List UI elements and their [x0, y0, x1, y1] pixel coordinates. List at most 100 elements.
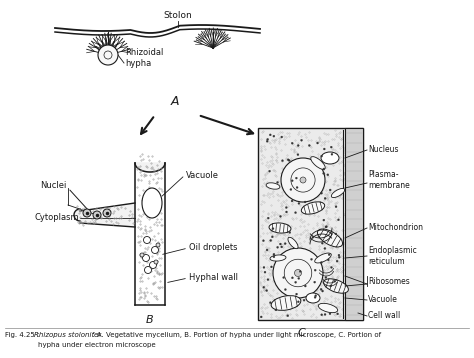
- Text: Cytoplasm: Cytoplasm: [35, 213, 80, 223]
- Circle shape: [330, 146, 332, 148]
- Circle shape: [289, 231, 291, 233]
- Circle shape: [320, 155, 323, 157]
- Circle shape: [284, 243, 286, 245]
- Circle shape: [298, 202, 300, 204]
- Circle shape: [310, 258, 312, 260]
- Circle shape: [294, 270, 301, 276]
- Circle shape: [329, 189, 331, 191]
- Circle shape: [334, 280, 336, 282]
- Circle shape: [324, 197, 326, 199]
- Circle shape: [276, 182, 279, 183]
- Ellipse shape: [288, 237, 298, 249]
- Circle shape: [338, 254, 340, 256]
- Circle shape: [273, 253, 275, 255]
- Ellipse shape: [271, 296, 301, 310]
- Circle shape: [298, 277, 300, 279]
- Circle shape: [285, 211, 288, 213]
- Circle shape: [140, 253, 144, 257]
- Circle shape: [312, 236, 314, 238]
- Circle shape: [275, 309, 277, 311]
- Circle shape: [263, 240, 264, 242]
- Circle shape: [326, 226, 328, 228]
- Circle shape: [320, 261, 322, 263]
- Text: C: C: [298, 328, 305, 338]
- Circle shape: [280, 216, 282, 217]
- Circle shape: [335, 206, 337, 208]
- Circle shape: [323, 168, 325, 170]
- Ellipse shape: [301, 202, 325, 214]
- Circle shape: [271, 236, 273, 238]
- Text: Vacuole: Vacuole: [368, 295, 398, 305]
- Circle shape: [144, 237, 151, 243]
- Text: Oil droplets: Oil droplets: [189, 243, 237, 252]
- Bar: [345, 128, 363, 320]
- Text: Nuclei: Nuclei: [40, 180, 66, 189]
- Circle shape: [295, 281, 297, 283]
- Circle shape: [267, 217, 269, 219]
- Text: Hyphal wall: Hyphal wall: [189, 274, 238, 282]
- Circle shape: [296, 187, 298, 188]
- Text: Cell wall: Cell wall: [368, 311, 400, 320]
- Circle shape: [325, 226, 327, 228]
- Circle shape: [291, 180, 293, 182]
- Circle shape: [143, 255, 149, 261]
- Polygon shape: [135, 163, 165, 305]
- Circle shape: [269, 302, 272, 304]
- Circle shape: [325, 276, 327, 279]
- Circle shape: [292, 277, 293, 279]
- Circle shape: [301, 139, 302, 141]
- Circle shape: [145, 266, 152, 274]
- Circle shape: [308, 145, 310, 146]
- Circle shape: [149, 261, 156, 268]
- Circle shape: [291, 142, 293, 144]
- Circle shape: [336, 260, 338, 262]
- Circle shape: [93, 211, 101, 219]
- Text: Endoplasmic
reticulum: Endoplasmic reticulum: [368, 246, 417, 266]
- Circle shape: [291, 200, 293, 202]
- Text: Fig. 4.25 :: Fig. 4.25 :: [5, 332, 44, 338]
- Circle shape: [266, 140, 268, 142]
- Circle shape: [284, 289, 286, 291]
- Ellipse shape: [142, 188, 162, 218]
- Circle shape: [321, 314, 323, 316]
- Circle shape: [314, 281, 316, 283]
- Text: Rhizopus stolonifer: Rhizopus stolonifer: [34, 332, 101, 338]
- Circle shape: [324, 247, 326, 250]
- Text: A: A: [171, 95, 179, 108]
- Circle shape: [272, 228, 274, 229]
- Text: B: B: [146, 315, 154, 325]
- Circle shape: [156, 243, 160, 247]
- Circle shape: [83, 209, 91, 217]
- Polygon shape: [74, 203, 135, 227]
- Circle shape: [337, 313, 338, 315]
- Circle shape: [295, 177, 297, 179]
- Circle shape: [267, 139, 269, 140]
- Text: : A. Vegetative mycelium, B. Portion of hypha under light microscope, C. Portion: : A. Vegetative mycelium, B. Portion of …: [90, 332, 381, 338]
- Text: Rhizoidal
hypha: Rhizoidal hypha: [125, 48, 164, 68]
- Circle shape: [320, 192, 323, 194]
- Text: Nucleus: Nucleus: [368, 145, 399, 155]
- Circle shape: [331, 153, 333, 155]
- Circle shape: [327, 174, 329, 176]
- Circle shape: [266, 249, 268, 251]
- Circle shape: [269, 170, 271, 172]
- Circle shape: [300, 177, 306, 183]
- Circle shape: [317, 142, 319, 144]
- Circle shape: [320, 288, 322, 290]
- Ellipse shape: [321, 152, 339, 164]
- Ellipse shape: [269, 223, 291, 233]
- Circle shape: [315, 295, 317, 297]
- Circle shape: [335, 233, 337, 235]
- Circle shape: [263, 286, 265, 288]
- Circle shape: [321, 242, 323, 244]
- Ellipse shape: [318, 229, 343, 247]
- Circle shape: [271, 266, 273, 268]
- Circle shape: [314, 269, 316, 271]
- Circle shape: [270, 240, 272, 241]
- Circle shape: [297, 154, 299, 156]
- Ellipse shape: [331, 188, 345, 198]
- Ellipse shape: [306, 293, 320, 303]
- Circle shape: [281, 136, 283, 138]
- Text: Plasma-
membrane: Plasma- membrane: [368, 170, 410, 190]
- Circle shape: [281, 158, 325, 202]
